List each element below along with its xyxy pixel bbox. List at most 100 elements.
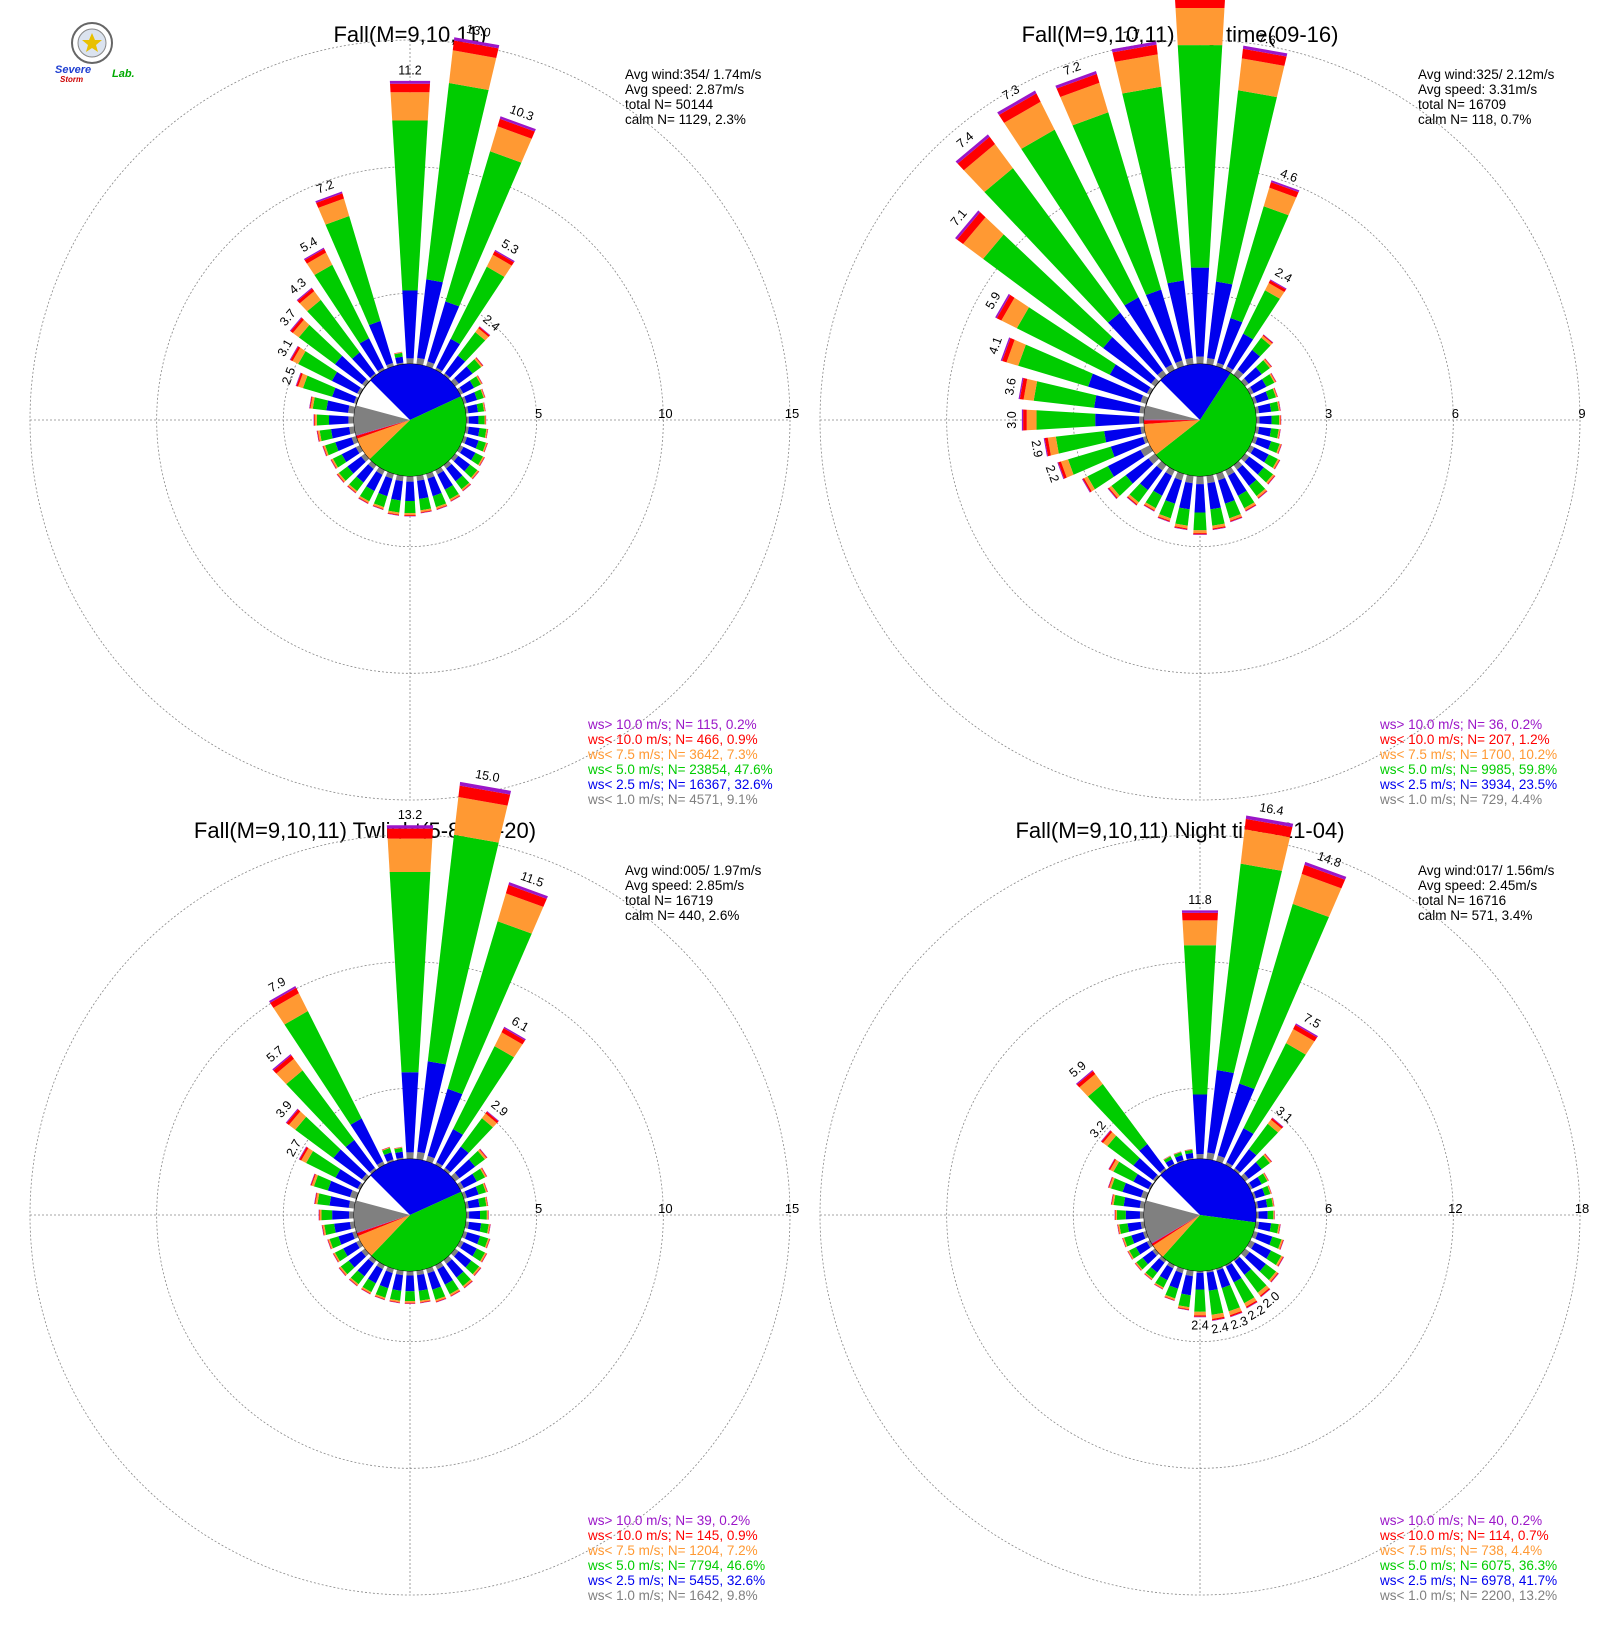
bar-segment (1196, 357, 1204, 364)
bar-dir-350 (394, 1147, 403, 1161)
bar-segment (387, 829, 433, 839)
bar-value-label: 11.8 (1188, 893, 1211, 907)
bar-segment (390, 81, 430, 84)
bar-segment (1179, 482, 1193, 509)
wind-rose-panel-fall-night: Fall(M=9,10,11) Night time(21-04) Avg wi… (820, 800, 1589, 1603)
bar-segment (480, 1210, 487, 1219)
bar-segment (1140, 1211, 1144, 1218)
wind-rose-panel-fall-day: Fall(M=9,10,11) Day time(09-16) Avg wind… (820, 0, 1586, 807)
total-count-text: total N= 16716 (1418, 893, 1506, 908)
bar-segment (1139, 416, 1144, 423)
bar-segment (1196, 476, 1204, 484)
bar-segment (1115, 1210, 1116, 1220)
radial-tick-label: 18 (1575, 1201, 1589, 1216)
avg-wind-text: Avg wind:354/ 1.74m/s (625, 67, 762, 82)
legend-item-lt25: ws< 2.5 m/s; N= 6978, 41.7% (1379, 1573, 1557, 1588)
radial-tick-label: 5 (535, 406, 542, 421)
bar-segment (1255, 437, 1271, 449)
bar-dir-100 (464, 1221, 490, 1233)
bar-segment (468, 1199, 480, 1208)
bar-segment (1182, 913, 1218, 920)
legend-item-lt75: ws< 7.5 m/s; N= 1204, 7.2% (587, 1543, 758, 1558)
bar-value-label: 7.2 (1062, 59, 1083, 78)
bar-segment (404, 513, 415, 515)
bar-segment (331, 427, 350, 438)
bar-segment (405, 1291, 415, 1301)
radial-tick-label: 10 (658, 406, 672, 421)
bar-segment (468, 1222, 481, 1232)
bar-segment (1169, 1271, 1182, 1289)
bar-segment (1194, 1312, 1206, 1316)
bar-segment (1280, 415, 1281, 425)
bar-segment (406, 476, 413, 482)
bar-segment (1117, 1210, 1126, 1220)
bar-dir-270 (1115, 1210, 1145, 1220)
bar-segment (1195, 484, 1206, 512)
bar-segment (1027, 410, 1037, 431)
bar-segment (487, 1210, 488, 1219)
bar-segment (1191, 268, 1209, 357)
bar-dir-90 (466, 415, 486, 424)
bar-segment (1259, 1211, 1268, 1219)
bar-dir-100 (1254, 426, 1280, 438)
bar-segment (1175, 508, 1189, 526)
bar-value-label: 4.1 (986, 335, 1005, 356)
radial-tick-label: 15 (785, 406, 799, 421)
logo-text-storm: Storm (60, 75, 83, 84)
legend-item-lt10: ws< 10.0 m/s; N= 207, 1.2% (1379, 732, 1550, 747)
bar-segment (317, 1193, 331, 1205)
bar-segment (334, 1222, 351, 1233)
radial-tick-label: 5 (535, 1201, 542, 1216)
bar-segment (406, 1152, 413, 1159)
bar-segment (338, 1232, 354, 1245)
bar-dir-180 (1193, 476, 1207, 535)
legend-item-gt10: ws> 10.0 m/s; N= 40, 0.2% (1379, 1513, 1542, 1528)
bar-dir-90 (1256, 415, 1281, 425)
legend-item-lt50: ws< 5.0 m/s; N= 23854, 47.6% (587, 762, 773, 777)
bar-segment (1182, 920, 1217, 945)
bar-segment (1176, 8, 1225, 45)
bar-segment (405, 1276, 414, 1292)
bar-value-label: 11.5 (519, 869, 546, 890)
bar-segment (1178, 1294, 1190, 1308)
radial-tick-label: 12 (1448, 1201, 1462, 1216)
panel-title: Fall(M=9,10,11) Night time(21-04) (1015, 818, 1344, 843)
legend-item-lt75: ws< 7.5 m/s; N= 3642, 7.3% (587, 747, 758, 762)
radial-tick-label: 6 (1452, 406, 1459, 421)
bar-segment (419, 1289, 430, 1300)
bar-segment (335, 437, 354, 451)
avg-wind-text: Avg wind:325/ 2.12m/s (1418, 67, 1555, 82)
radial-tick-label: 3 (1325, 406, 1332, 421)
bar-segment (1127, 1222, 1141, 1232)
bar-segment (404, 501, 415, 513)
bar-segment (468, 427, 480, 436)
bar-segment (322, 1210, 333, 1221)
legend-item-lt1: ws< 1.0 m/s; N= 729, 4.4% (1379, 792, 1542, 807)
bar-segment (417, 1274, 428, 1291)
bar-dir-100 (1254, 1221, 1280, 1233)
bar-dir-320 (1076, 1070, 1167, 1174)
legend-item-gt10: ws> 10.0 m/s; N= 36, 0.2% (1379, 717, 1542, 732)
legend-item-lt75: ws< 7.5 m/s; N= 738, 4.4% (1379, 1543, 1542, 1558)
bar-segment (1259, 416, 1271, 425)
total-count-text: total N= 50144 (625, 97, 714, 112)
bar-segment (1194, 1289, 1205, 1311)
legend-item-lt25: ws< 2.5 m/s; N= 3934, 23.5% (1379, 777, 1557, 792)
radial-tick-label: 6 (1325, 1201, 1332, 1216)
bar-segment (406, 358, 413, 364)
legend-item-lt1: ws< 1.0 m/s; N= 2200, 13.2% (1379, 1588, 1557, 1603)
bar-value-label: 7.6 (1257, 31, 1277, 48)
bar-segment (405, 482, 415, 501)
bar-dir-180 (405, 1271, 416, 1304)
bar-value-label: 3.6 (1002, 377, 1019, 397)
logo-text-lab: Lab. (112, 68, 135, 80)
bar-value-label: 7.3 (1000, 82, 1022, 103)
bar-dir-180 (1194, 1271, 1206, 1317)
bar-segment (1095, 414, 1139, 426)
wind-rose-panel-fall-all: Fall(M=9,10,11) Avg wind:354/ 1.74m/s Av… (30, 22, 799, 807)
bar-segment (1194, 1315, 1206, 1316)
bar-segment (402, 290, 417, 358)
bar-value-label: 16.4 (1258, 800, 1284, 818)
legend-item-lt25: ws< 2.5 m/s; N= 16367, 32.6% (587, 777, 773, 792)
bar-segment (390, 872, 431, 1072)
